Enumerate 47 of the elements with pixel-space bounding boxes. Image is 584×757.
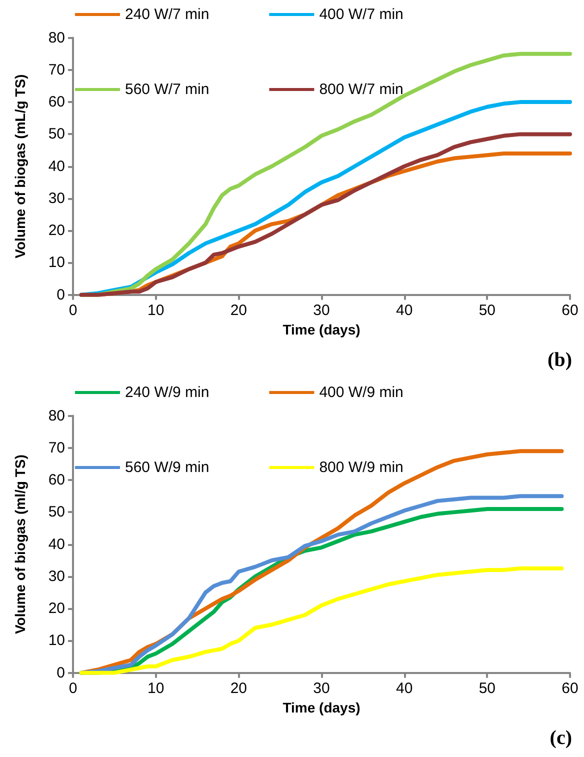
x-tick-label: 0 xyxy=(68,680,78,697)
legend-label: 240 W/7 min xyxy=(125,6,210,23)
x-tick-label: 10 xyxy=(147,680,164,697)
text: (b) xyxy=(548,349,572,371)
x-tick-label: 20 xyxy=(230,680,248,697)
x-tick-label: 60 xyxy=(562,680,578,697)
text: (c) xyxy=(550,727,572,749)
y-tick-label: 10 xyxy=(48,254,65,272)
x-tick-label: 30 xyxy=(313,680,330,697)
y-tick-label: 30 xyxy=(48,190,65,207)
y-tick-label: 30 xyxy=(48,568,65,585)
y-tick-label: 80 xyxy=(48,29,65,46)
x-axis-title: Time (days) xyxy=(282,322,360,338)
y-tick-label: 70 xyxy=(48,61,65,78)
x-tick-label: 60 xyxy=(562,302,578,319)
y-tick-label: 10 xyxy=(48,632,65,650)
legend-label: 400 W/7 min xyxy=(319,6,404,23)
x-tick-label: 10 xyxy=(147,302,164,319)
legend-label: 800 W/9 min xyxy=(319,459,404,476)
x-tick-label: 50 xyxy=(478,680,496,697)
legend-label: 240 W/9 min xyxy=(125,384,210,401)
y-tick-label: 50 xyxy=(48,504,65,521)
x-tick-label: 50 xyxy=(478,302,496,319)
y-tick-label: 60 xyxy=(48,94,65,111)
y-axis-title: Volume of biogas (ml/g TS) xyxy=(12,454,28,634)
x-tick-label: 0 xyxy=(68,302,78,319)
y-tick-label: 40 xyxy=(48,158,65,175)
legend-label: 560 W/9 min xyxy=(125,459,210,476)
x-axis-title: Time (days) xyxy=(282,700,360,716)
x-tick-label: 20 xyxy=(230,302,248,319)
y-axis-title: Volume of biogas (mL/g TS) xyxy=(12,74,28,258)
x-tick-label: 40 xyxy=(396,302,413,319)
line-series xyxy=(79,566,564,675)
x-tick-label: 40 xyxy=(396,680,413,697)
legend-label: 400 W/9 min xyxy=(319,384,404,401)
y-tick-label: 20 xyxy=(48,600,65,618)
y-tick-label: 50 xyxy=(48,126,65,143)
legend-label: 800 W/7 min xyxy=(319,81,404,98)
y-tick-label: 20 xyxy=(48,222,65,240)
y-tick-label: 70 xyxy=(48,439,65,456)
y-tick-label: 60 xyxy=(48,472,65,489)
y-tick-label: 0 xyxy=(56,286,65,304)
y-tick-label: 0 xyxy=(56,664,65,682)
legend-label: 560 W/7 min xyxy=(125,81,210,98)
x-tick-label: 30 xyxy=(313,302,330,319)
y-tick-label: 80 xyxy=(48,407,65,424)
y-tick-label: 40 xyxy=(48,536,65,553)
